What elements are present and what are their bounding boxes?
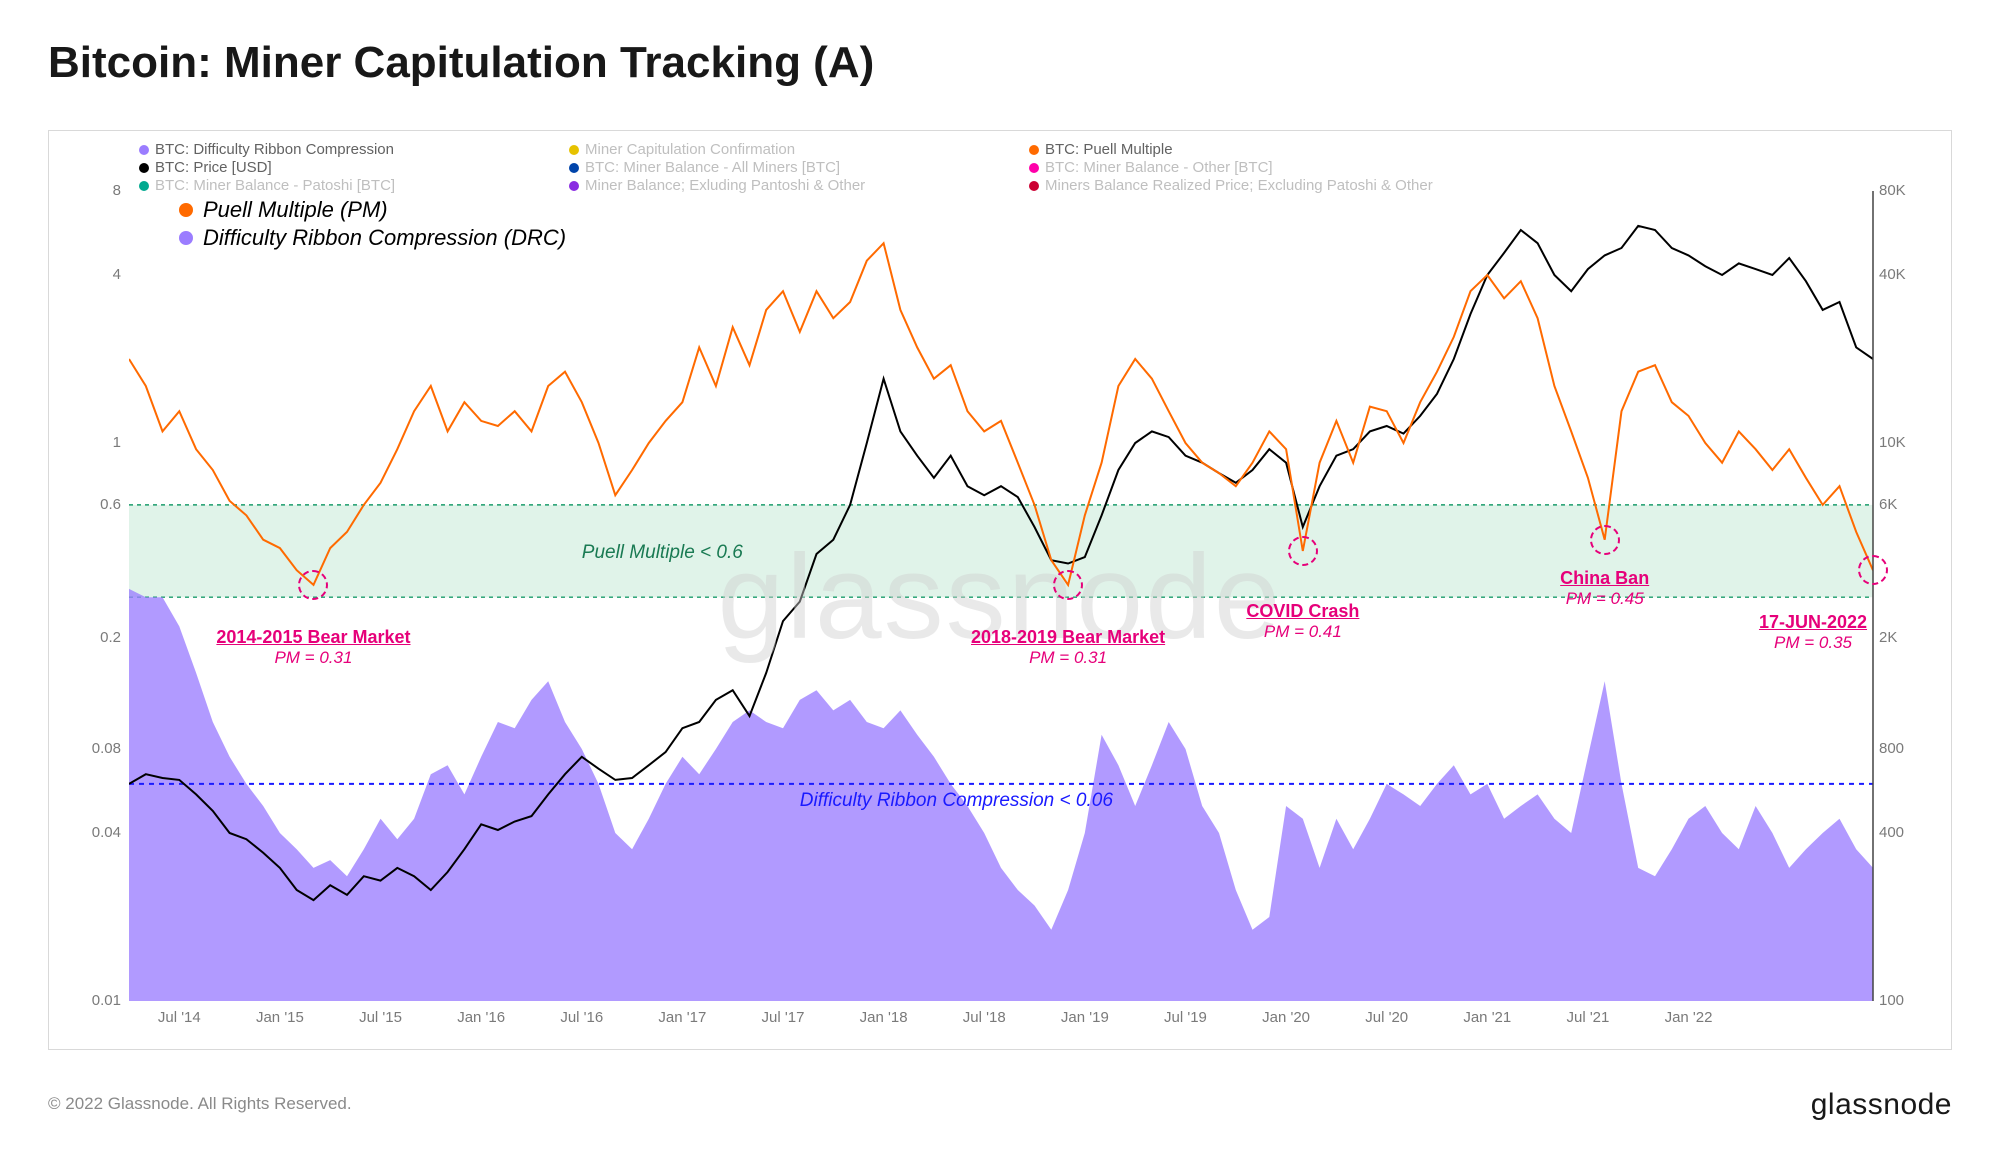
xtick: Jan '15 — [256, 1009, 304, 1026]
ytick-left: 1 — [71, 434, 121, 451]
xtick: Jan '18 — [860, 1009, 908, 1026]
ytick-right: 400 — [1879, 824, 1904, 841]
ytick-right: 100 — [1879, 992, 1904, 1009]
xtick: Jul '17 — [762, 1009, 805, 1026]
ytick-right: 80K — [1879, 182, 1906, 199]
annotation-marker — [1590, 525, 1620, 555]
annotation-sub: PM = 0.41 — [1246, 622, 1359, 642]
annotation-sub: PM = 0.45 — [1560, 589, 1649, 609]
annotation-sub: PM = 0.35 — [1759, 633, 1867, 653]
xtick: Jan '22 — [1665, 1009, 1713, 1026]
annotation-label: 17-JUN-2022PM = 0.35 — [1759, 612, 1867, 653]
annotation-title: 2018-2019 Bear Market — [971, 627, 1165, 648]
xtick: Jan '16 — [457, 1009, 505, 1026]
ytick-left: 8 — [71, 182, 121, 199]
copyright: © 2022 Glassnode. All Rights Reserved. — [48, 1094, 352, 1114]
xtick: Jan '19 — [1061, 1009, 1109, 1026]
annotation-title: China Ban — [1560, 568, 1649, 589]
band-label: Puell Multiple < 0.6 — [582, 542, 743, 564]
annotation-sub: PM = 0.31 — [971, 648, 1165, 668]
xtick: Jul '19 — [1164, 1009, 1207, 1026]
ytick-left: 0.08 — [71, 740, 121, 757]
xtick: Jul '18 — [963, 1009, 1006, 1026]
annotation-marker — [1288, 536, 1318, 566]
xtick: Jul '16 — [560, 1009, 603, 1026]
ytick-left: 0.2 — [71, 629, 121, 646]
plot-svg — [49, 131, 1953, 1051]
annotation-label: 2018-2019 Bear MarketPM = 0.31 — [971, 627, 1165, 668]
annotation-label: 2014-2015 Bear MarketPM = 0.31 — [216, 627, 410, 668]
ytick-left: 0.04 — [71, 824, 121, 841]
ytick-right: 2K — [1879, 629, 1897, 646]
annotation-marker — [1858, 555, 1888, 585]
xtick: Jul '20 — [1365, 1009, 1408, 1026]
xtick: Jul '21 — [1566, 1009, 1609, 1026]
ytick-right: 800 — [1879, 740, 1904, 757]
annotation-title: 17-JUN-2022 — [1759, 612, 1867, 633]
annotation-sub: PM = 0.31 — [216, 648, 410, 668]
chart-frame: BTC: Difficulty Ribbon CompressionMiner … — [48, 130, 1952, 1050]
ytick-right: 10K — [1879, 434, 1906, 451]
xtick: Jul '14 — [158, 1009, 201, 1026]
ytick-left: 0.6 — [71, 496, 121, 513]
ytick-left: 4 — [71, 266, 121, 283]
ytick-right: 6K — [1879, 496, 1897, 513]
xtick: Jan '17 — [658, 1009, 706, 1026]
annotation-title: 2014-2015 Bear Market — [216, 627, 410, 648]
xtick: Jan '21 — [1463, 1009, 1511, 1026]
annotation-label: China BanPM = 0.45 — [1560, 568, 1649, 609]
chart-title: Bitcoin: Miner Capitulation Tracking (A) — [48, 38, 874, 88]
xtick: Jan '20 — [1262, 1009, 1310, 1026]
ytick-left: 0.01 — [71, 992, 121, 1009]
annotation-marker — [298, 570, 328, 600]
brand-logo: glassnode — [1811, 1088, 1952, 1122]
annotation-label: COVID CrashPM = 0.41 — [1246, 601, 1359, 642]
annotation-marker — [1053, 570, 1083, 600]
drc-line-label: Difficulty Ribbon Compression < 0.06 — [800, 790, 1113, 812]
xtick: Jul '15 — [359, 1009, 402, 1026]
annotation-title: COVID Crash — [1246, 601, 1359, 622]
ytick-right: 40K — [1879, 266, 1906, 283]
